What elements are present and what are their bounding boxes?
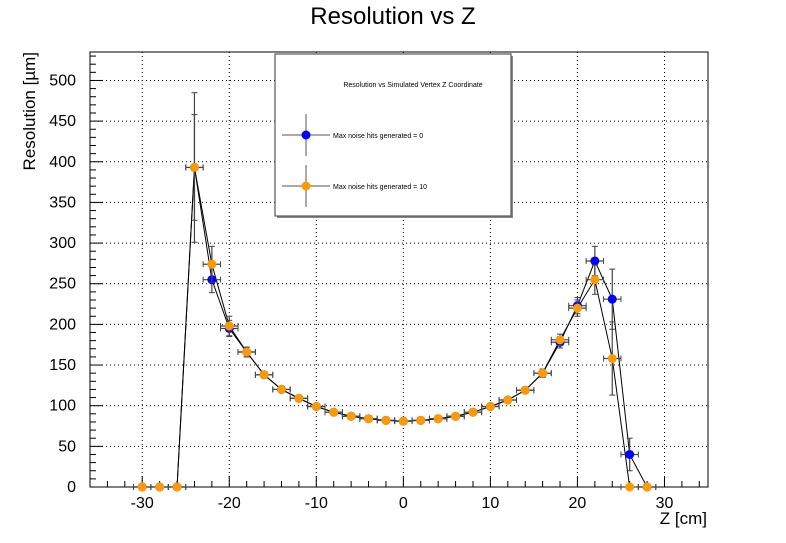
series-1-point-26 [585, 264, 605, 295]
x-tick-label-2: -10 [305, 495, 328, 512]
series-1-point-21 [498, 395, 518, 405]
y-tick-label-8: 400 [49, 154, 76, 171]
x-tick-label-3: 0 [399, 495, 408, 512]
series-1-point-23 [533, 368, 552, 378]
series-1-point-28 [620, 482, 639, 492]
x-axis-ticks: -30 -20 -10 0 10 20 30 [131, 495, 674, 512]
series-1-point-6 [237, 346, 256, 358]
legend-title: Resolution vs Simulated Vertex Z Coordin… [343, 82, 482, 89]
series-1-point-10 [307, 402, 326, 412]
series-1-point-15 [394, 416, 413, 426]
y-tick-label-1: 50 [58, 438, 76, 455]
series-1-point-27 [603, 321, 622, 396]
series-1-point-19 [463, 407, 483, 417]
y-axis-ticks: 0 50 100 150 200 250 300 350 400 450 500 [49, 72, 76, 496]
series-1-point-24 [550, 333, 570, 347]
legend-marker-series-0 [282, 114, 330, 156]
series-1-point-25 [568, 299, 587, 317]
series-1-point-29 [637, 482, 657, 492]
plot-frame [89, 51, 709, 488]
y-tick-label-9: 450 [49, 113, 76, 130]
series-1-point-0 [133, 482, 152, 492]
y-tick-label-4: 200 [49, 316, 76, 333]
series-0-point-27 [603, 268, 622, 330]
y-tick-label-7: 350 [49, 194, 76, 211]
x-tick-label-4: 10 [481, 495, 499, 512]
series-1-point-20 [481, 402, 500, 412]
series-layer [133, 92, 657, 492]
series-1-point-2 [167, 482, 187, 492]
series-1-point-7 [254, 370, 274, 380]
y-tick-label-10: 500 [49, 72, 76, 89]
y-tick-label-3: 150 [49, 357, 76, 374]
series-1-point-13 [359, 414, 378, 424]
series-1-point-11 [324, 407, 343, 417]
legend-marker-series-1 [282, 165, 330, 207]
series-1-point-5 [220, 315, 239, 337]
series-1-points [133, 114, 657, 492]
series-1-point-1 [150, 482, 169, 492]
series-0-point-28 [620, 437, 639, 472]
x-tick-label-6: 30 [656, 495, 674, 512]
chart-title: Resolution vs Z [310, 3, 475, 30]
series-1-point-14 [376, 415, 396, 425]
legend-label-series-0: Max noise hits generated = 0 [333, 133, 423, 140]
legend: Resolution vs Simulated Vertex Z Coordin… [274, 53, 513, 218]
legend-label-series-1: Max noise hits generated = 10 [333, 184, 427, 191]
y-axis-label: Resolution [µm] [20, 52, 39, 170]
x-tick-label-5: 20 [569, 495, 587, 512]
y-tick-label-0: 0 [67, 479, 76, 496]
series-1-point-8 [272, 384, 291, 394]
series-1-point-3 [185, 114, 204, 221]
series-1-point-9 [289, 393, 309, 403]
series-1-point-16 [411, 415, 430, 425]
y-tick-label-6: 300 [49, 235, 76, 252]
series-1-point-12 [341, 411, 361, 421]
series-1-point-17 [428, 414, 448, 424]
x-tick-label-0: -30 [131, 495, 154, 512]
series-1-point-18 [446, 411, 465, 421]
x-tick-label-1: -20 [218, 495, 241, 512]
y-tick-label-5: 250 [49, 276, 76, 293]
series-1-point-22 [516, 385, 535, 395]
series-0-point-26 [585, 245, 605, 277]
y-tick-label-2: 100 [49, 398, 76, 415]
series-1-point-4 [202, 245, 222, 283]
x-axis-label: Z [cm] [660, 509, 707, 528]
